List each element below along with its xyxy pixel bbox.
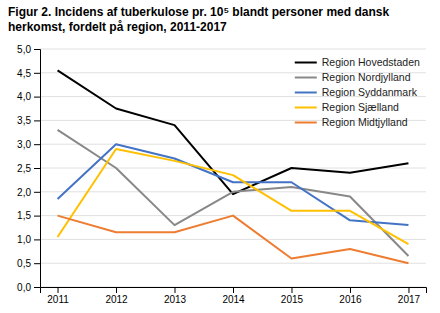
- tick-mark: [58, 287, 59, 293]
- tick-mark: [34, 73, 40, 74]
- legend-item: Region Syddanmark: [295, 86, 418, 98]
- lines: [58, 70, 409, 263]
- legend-item: Region Sjælland: [295, 101, 399, 113]
- legend-swatch: [295, 62, 317, 64]
- legend-label: Region Sjælland: [322, 101, 399, 113]
- tick-mark: [34, 144, 40, 145]
- tick-mark: [34, 97, 40, 98]
- tick: 2,0: [17, 187, 40, 198]
- x-axis: 2011 2012 2013 2014 2015 2016 2017: [41, 287, 427, 305]
- tick-label: 0,0: [17, 282, 31, 293]
- legend-item: Region Nordjylland: [295, 71, 411, 83]
- tick-label: 2,5: [17, 163, 31, 174]
- legend-item: Region Hovedstaden: [295, 56, 420, 68]
- tick-mark: [291, 287, 292, 293]
- legend-swatch: [295, 92, 317, 94]
- legend-swatch: [295, 107, 317, 109]
- tick: 2013: [164, 287, 187, 305]
- tick: 0,0: [17, 282, 40, 293]
- legend-label: Region Syddanmark: [322, 86, 418, 98]
- grid-line: [40, 168, 426, 169]
- tick: 5,0: [17, 44, 40, 55]
- title-line: herkomst, fordelt på region, 2011-2017: [8, 20, 227, 34]
- y-axis: 0,0 0,5 1,0 1,5 2,0 2,5 3,0 3,5 4,0 4,5 5,0: [17, 44, 40, 293]
- tick: 2,5: [17, 163, 40, 174]
- tick-label: 3,5: [17, 115, 31, 126]
- axis-line: [41, 288, 427, 294]
- chart: Figur 2. Incidens af tuberkulose pr. 10⁵…: [0, 0, 440, 313]
- tick-mark: [34, 192, 40, 193]
- tick-mark: [34, 216, 40, 217]
- tick-label: 1,0: [17, 234, 31, 245]
- tick: 2012: [105, 287, 128, 305]
- title: Figur 2. Incidens af tuberkulose pr. 10⁵…: [8, 5, 389, 34]
- tick-mark: [350, 287, 351, 293]
- tick: 2011: [47, 287, 69, 305]
- grid-line: [40, 239, 426, 240]
- grid-line: [40, 263, 426, 264]
- tick-label: 2014: [222, 294, 245, 305]
- tick: 3,5: [17, 115, 40, 126]
- tick-mark: [116, 287, 117, 293]
- tick-mark: [34, 120, 40, 121]
- tick-label: 3,0: [17, 139, 31, 150]
- legend-item: Region Midtjylland: [295, 116, 408, 128]
- tick-label: 2017: [398, 294, 421, 305]
- tick-mark: [34, 263, 40, 264]
- grid-line: [40, 144, 426, 145]
- tick-mark: [34, 287, 40, 288]
- tick-label: 2015: [281, 294, 304, 305]
- legend-swatch: [295, 77, 317, 79]
- tick-mark: [34, 239, 40, 240]
- tick: 2016: [339, 287, 362, 305]
- tick-label: 2011: [47, 294, 69, 305]
- tick-label: 4,0: [17, 91, 31, 102]
- legend-label: Region Midtjylland: [322, 116, 408, 128]
- tick-label: 2,0: [17, 187, 31, 198]
- series-line: [58, 130, 409, 256]
- legend: Region Hovedstaden Region Nordjylland Regi…: [295, 56, 420, 128]
- tick: 4,0: [17, 91, 40, 102]
- tick-label: 4,5: [17, 68, 31, 79]
- plot: 2011 2012 2013 2014 2015 2016 2017 0,0 0,5 1,0 1,5…: [17, 44, 426, 305]
- legend-label: Region Hovedstaden: [322, 56, 420, 68]
- grid-line: [40, 49, 426, 50]
- tick-mark: [34, 49, 40, 50]
- title-line: Figur 2. Incidens af tuberkulose pr. 10⁵…: [8, 5, 389, 19]
- tick-label: 1,5: [17, 210, 31, 221]
- tick: 3,0: [17, 139, 40, 150]
- tick-label: 5,0: [17, 44, 31, 55]
- tick: 0,5: [17, 258, 40, 269]
- tick: 2017: [398, 287, 421, 305]
- tick-mark: [233, 287, 234, 293]
- tick-mark: [34, 168, 40, 169]
- tick: 1,5: [17, 210, 40, 221]
- tick: 2014: [222, 287, 245, 305]
- series-line: [58, 216, 409, 264]
- tick-mark: [408, 287, 409, 293]
- axis-line: [34, 50, 41, 288]
- legend-swatch: [295, 122, 317, 124]
- tick: 1,0: [17, 234, 40, 245]
- tick: 2015: [281, 287, 304, 305]
- tick: 4,5: [17, 68, 40, 79]
- tick-mark: [175, 287, 176, 293]
- tick-label: 0,5: [17, 258, 31, 269]
- legend-label: Region Nordjylland: [322, 71, 411, 83]
- grid: [40, 49, 426, 287]
- tick-label: 2012: [105, 294, 128, 305]
- tick-label: 2016: [339, 294, 362, 305]
- tick-label: 2013: [164, 294, 187, 305]
